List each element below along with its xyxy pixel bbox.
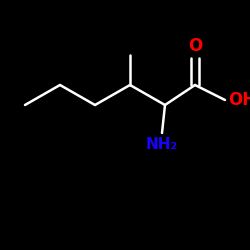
Text: OH: OH <box>228 91 250 109</box>
Text: O: O <box>188 37 202 55</box>
Text: NH₂: NH₂ <box>146 137 178 152</box>
